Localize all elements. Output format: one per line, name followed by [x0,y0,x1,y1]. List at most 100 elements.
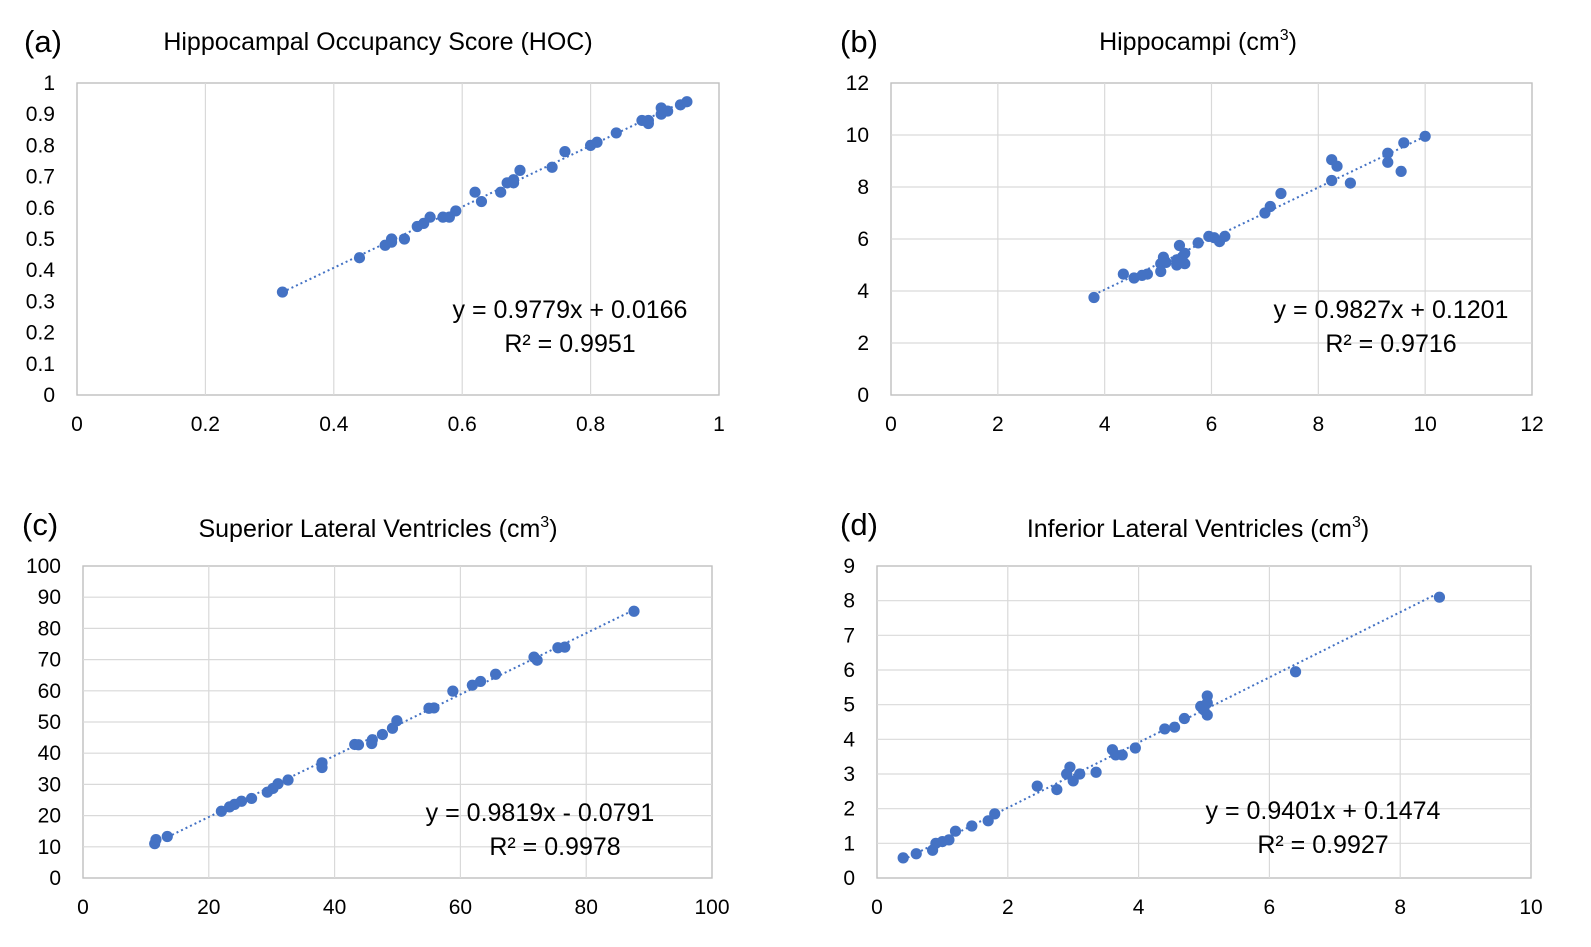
data-point [1141,268,1153,280]
x-tick-label: 80 [575,896,598,919]
y-tick-label: 8 [857,176,869,199]
data-point [1117,268,1129,280]
data-point [989,808,1001,820]
data-point [474,675,487,688]
data-point [316,757,328,769]
data-point [366,734,378,746]
trendline-equation: y = 0.9401x + 0.1474 [1206,797,1441,825]
y-tick-label: 2 [843,798,855,821]
data-point [1129,742,1141,754]
data-point [272,778,284,790]
data-point [1395,165,1407,177]
x-tick-label: 8 [1394,896,1406,919]
chart-title-text: Inferior Lateral Ventricles (cm [1027,515,1352,543]
data-point [1088,291,1100,304]
y-tick-label: 9 [843,555,855,578]
data-point [352,739,365,751]
data-point [662,105,674,117]
chart-panel-d: 0 2 4 6 8 10 0 1 2 3 4 5 6 7 8 9 (d) Inferior Lateral Ven… [818,487,1590,947]
scatter-chart-b: 0 2 4 6 8 10 12 0 2 4 6 8 10 12 (b) Hippocampi (cm3) y =… [840,24,1544,436]
data-point [591,136,603,148]
data-point [949,825,962,837]
data-point [1051,784,1063,796]
y-tick-label: 0.2 [26,322,55,345]
y-tick-label: 60 [38,680,61,703]
data-point [559,641,571,653]
x-tick-label: 0 [71,413,83,436]
data-point [1116,749,1128,761]
x-tick-label: 12 [1520,413,1543,436]
data-point [1090,766,1102,778]
r-squared-label: R² = 0.9978 [489,833,620,861]
chart-panel-a: 0 0.2 0.4 0.6 0.8 1 0 0.1 0.2 0.3 0.4 0.5 0.6 0.7 0.8 0… [0,0,772,460]
r-squared-label: R² = 0.9927 [1257,831,1388,859]
chart-title-superscript: 3 [540,514,549,531]
x-tick-label: 1 [713,413,725,436]
chart-title-end: ) [1289,28,1297,56]
plot-area [876,565,1532,879]
data-point [1326,174,1338,187]
data-point [276,286,289,298]
data-point [966,820,978,832]
data-point [1398,137,1410,149]
data-point [1382,156,1394,168]
y-tick-label: 1 [43,72,55,95]
y-tick-label: 2 [857,332,869,355]
chart-title-text: Hippocampal Occupancy Score (HOC) [163,28,592,56]
y-tick-label: 30 [38,773,61,796]
data-point [391,715,403,727]
data-point [910,848,922,860]
y-tick-label: 8 [843,590,855,613]
trendline [1093,135,1426,296]
panel-label: (b) [840,24,878,59]
y-tick-label: 0.1 [26,353,55,376]
y-tick-label: 0.4 [26,259,56,282]
data-point [1419,130,1431,142]
data-point [1179,247,1191,259]
trendline-equation: y = 0.9827x + 0.1201 [1274,296,1509,324]
data-point [495,186,507,198]
data-point [428,702,440,714]
data-point [1264,200,1276,213]
data-point [1331,160,1343,172]
data-point [376,728,389,741]
x-tick-label: 6 [1206,413,1218,436]
x-tick-label: 0 [885,413,897,436]
data-point [1155,265,1167,278]
x-tick-label: 0.6 [448,413,477,436]
data-point [1031,780,1043,792]
chart-title: Superior Lateral Ventricles (cm3) [198,514,557,543]
y-tick-label: 1 [843,832,855,855]
data-point [1201,690,1213,702]
trendline-equation: y = 0.9779x + 0.0166 [453,296,688,324]
y-tick-label: 50 [38,711,61,734]
chart-title: Hippocampi (cm3) [1099,27,1297,56]
chart-title-text: Hippocampi (cm [1099,28,1280,56]
data-point [1344,177,1356,189]
data-point [628,605,640,617]
x-tick-label: 0.4 [319,413,349,436]
data-point [245,792,258,805]
x-tick-label: 8 [1312,413,1324,436]
x-tick-label: 4 [1099,413,1111,436]
data-point [546,161,558,173]
panel-label: (a) [24,24,62,59]
x-tick-label: 100 [694,896,729,919]
data-point [681,96,693,108]
y-tick-label: 0.3 [26,290,55,313]
x-tick-label: 4 [1133,896,1145,919]
data-point [1160,256,1172,268]
data-point [161,830,173,843]
data-point [1289,666,1302,678]
y-tick-label: 0.7 [26,166,55,189]
y-tick-label: 20 [38,805,61,828]
data-point [1275,187,1287,200]
chart-title-superscript: 3 [1280,27,1289,44]
data-point [490,668,502,680]
x-tick-label: 2 [992,413,1004,436]
data-point [235,795,248,807]
data-point [943,834,955,846]
y-tick-label: 90 [38,586,61,609]
x-tick-label: 0.2 [191,413,220,436]
x-tick-label: 0 [871,896,883,919]
